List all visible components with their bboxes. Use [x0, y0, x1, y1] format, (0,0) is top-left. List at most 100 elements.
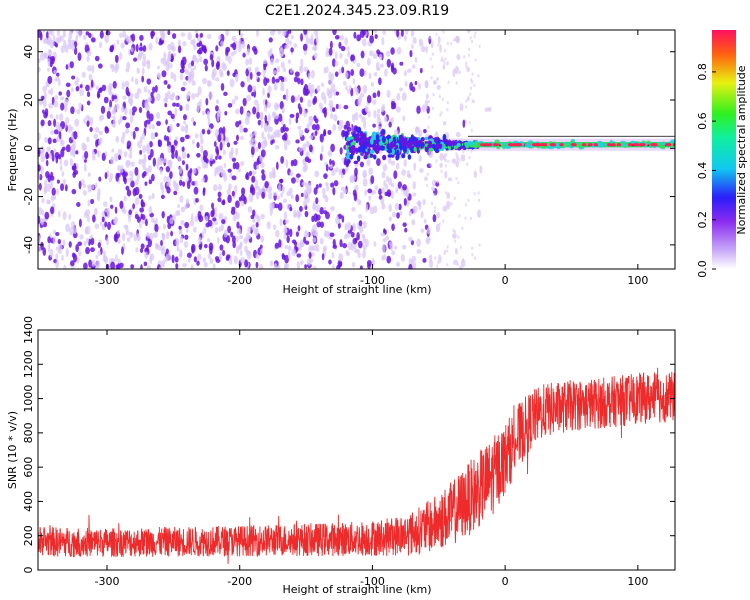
spectrogram-noise-blob: [159, 181, 164, 190]
spectrogram-noise-blob: [82, 183, 87, 189]
spectrogram-residual-dot: [470, 40, 473, 44]
spectrogram-noise-blob: [119, 200, 124, 209]
spectrogram-noise-blob: [140, 198, 144, 208]
spectrogram-noise-blob: [404, 227, 408, 233]
spectrogram-noise-blob: [104, 221, 108, 228]
spectrogram-noise-blob: [305, 36, 310, 45]
spectrogram-noise-blob: [315, 197, 319, 205]
spectrogram-noise-blob: [460, 154, 466, 162]
spectrogram-noise-blob: [375, 61, 380, 70]
spectrogram-noise-blob: [229, 172, 233, 179]
spectrogram-noise-blob: [40, 119, 45, 127]
spectrogram-noise-blob: [357, 240, 363, 249]
spectrogram-noise-blob: [204, 244, 208, 249]
spectrogram-noise-blob: [163, 176, 168, 183]
spectrogram-noise-blob: [250, 214, 255, 220]
spectrogram-onset-blob: [401, 153, 406, 159]
spectrogram-residual-dot: [437, 43, 440, 47]
spectrogram-noise-blob: [344, 36, 348, 46]
spectrogram-noise-blob: [46, 183, 51, 192]
spectrogram-noise-blob: [283, 211, 288, 220]
spectrogram-noise-blob: [98, 176, 102, 182]
spectrogram-noise-blob: [185, 198, 190, 204]
spectrogram-noise-blob: [234, 184, 238, 194]
spectrogram-noise-blob: [347, 51, 351, 58]
spectrogram-noise-blob: [380, 232, 386, 237]
spectrogram-noise-blob: [330, 143, 335, 153]
spectrogram-onset-blob: [424, 136, 429, 141]
spectrogram-noise-blob: [192, 226, 197, 233]
spectrogram-noise-blob: [418, 129, 423, 138]
spectrogram-noise-blob: [88, 32, 92, 38]
spectrogram-residual-dot: [458, 70, 461, 74]
spectrogram-noise-blob: [377, 90, 381, 98]
spectrogram-peak-dot: [593, 143, 598, 147]
spectrogram-noise-blob: [416, 238, 421, 248]
spectrogram-noise-blob: [253, 130, 257, 136]
spectrogram-noise-blob: [324, 182, 329, 187]
spectrogram-noise-blob: [277, 129, 281, 138]
spectrogram-noise-blob: [189, 71, 192, 79]
spectrogram-residual-dot: [446, 249, 449, 253]
spectrogram-noise-blob: [246, 94, 252, 102]
spectrogram-noise-blob: [390, 64, 394, 73]
spectrogram-signal-blob: [470, 144, 474, 147]
spectrogram-noise-blob: [60, 148, 65, 158]
spectrogram-noise-blob: [180, 86, 186, 92]
spectrogram-residual-dot: [473, 34, 476, 38]
spectrogram-noise-blob: [140, 264, 143, 269]
colorbar-label: Normalized spectral amplitude: [735, 65, 748, 234]
colorbar-tick-label: 0.6: [696, 112, 709, 130]
spectrogram-noise-blob: [167, 30, 171, 36]
spectrogram-noise-blob: [85, 246, 90, 255]
spectrogram-noise-blob: [69, 226, 74, 236]
spectrogram-residual-dot: [431, 52, 434, 56]
spectrogram-noise-blob: [45, 159, 49, 167]
spectrogram-noise-blob: [400, 30, 404, 37]
spectrogram-noise-blob: [170, 113, 175, 120]
spectrogram-onset-blob: [392, 136, 397, 143]
spectrogram-noise-blob: [351, 207, 356, 212]
spectrogram-noise-blob: [373, 241, 377, 247]
spectrogram-noise-blob: [240, 81, 245, 88]
spectrogram-noise-blob: [261, 191, 265, 199]
spectrogram-noise-blob: [133, 57, 138, 62]
spectrogram-y-tick-label: -20: [22, 188, 35, 206]
spectrogram-noise-blob: [296, 261, 300, 269]
spectrogram-noise-blob: [420, 46, 426, 53]
spectrogram-residual-dot: [468, 53, 471, 57]
spectrogram-noise-blob: [289, 40, 292, 46]
spectrogram-noise-blob: [339, 260, 343, 267]
spectrogram-noise-blob: [109, 196, 113, 203]
spectrogram-noise-blob: [180, 206, 186, 213]
spectrogram-noise-blob: [191, 139, 195, 145]
spectrogram-noise-blob: [202, 187, 206, 193]
spectrogram-noise-blob: [175, 238, 180, 247]
spectrogram-noise-blob: [231, 190, 235, 197]
spectrogram-noise-blob: [262, 87, 265, 96]
snr-y-label: SNR (10 * v/v): [6, 411, 19, 489]
spectrogram-noise-blob: [226, 142, 231, 148]
spectrogram-noise-blob: [223, 216, 228, 221]
spectrogram-noise-blob: [256, 111, 260, 119]
spectrogram-residual-dot: [444, 159, 447, 163]
spectrogram-noise-blob: [316, 85, 321, 93]
spectrogram-noise-blob: [66, 89, 71, 98]
spectrogram-noise-blob: [192, 54, 196, 62]
spectrogram-signal-blob: [467, 141, 472, 146]
spectrogram-noise-blob: [428, 254, 433, 263]
spectrogram-noise-blob: [164, 103, 168, 108]
spectrogram-noise-blob: [251, 137, 256, 142]
spectrogram-noise-blob: [385, 175, 390, 182]
spectrogram-noise-blob: [83, 211, 88, 219]
spectrogram-noise-blob: [238, 235, 244, 240]
spectrogram-noise-blob: [350, 68, 355, 77]
spectrogram-noise-blob: [359, 68, 365, 77]
spectrogram-noise-blob: [149, 141, 153, 148]
spectrogram-noise-blob: [335, 215, 340, 225]
spectrogram-noise-blob: [141, 214, 146, 221]
spectrogram-noise-blob: [41, 95, 45, 100]
spectrogram-noise-blob: [402, 184, 408, 191]
spectrogram-noise-blob: [363, 173, 367, 178]
spectrogram-noise-blob: [167, 84, 171, 90]
